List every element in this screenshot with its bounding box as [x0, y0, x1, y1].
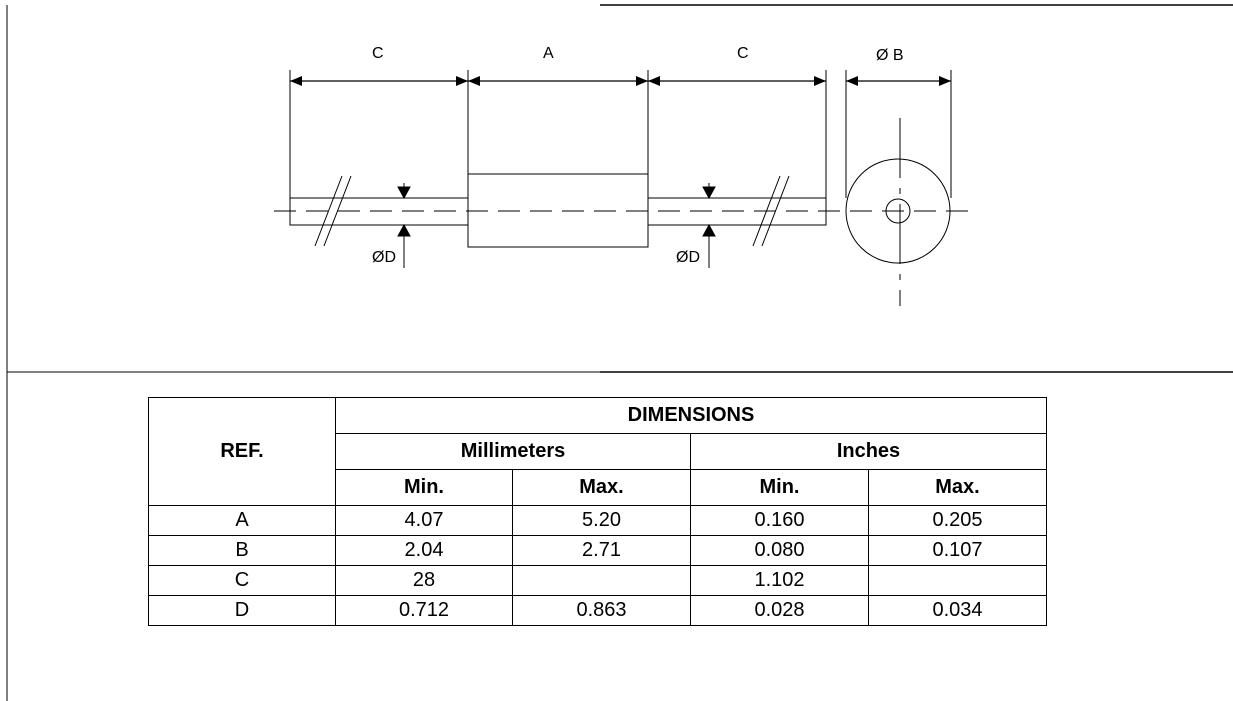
arrowhead [456, 76, 468, 86]
label-b: Ø B [876, 47, 904, 64]
label-c-right: C [737, 45, 749, 62]
break-mark [314, 175, 343, 247]
ref-cell: B [148, 535, 336, 566]
arrowhead [290, 76, 302, 86]
inches-header: Inches [690, 433, 1047, 470]
mm-min-cell: 4.07 [335, 505, 513, 536]
end-view-lead-circle [885, 198, 911, 224]
end-view-outer-circle [845, 158, 951, 264]
ref-cell: D [148, 595, 336, 626]
in-max-cell [868, 565, 1047, 596]
dimensions-table: REF. DIMENSIONS Millimeters Inches Min. … [148, 397, 1047, 626]
mm-max-cell: 0.863 [512, 595, 691, 626]
ref-cell: A [148, 505, 336, 536]
in-min-cell: 0.028 [690, 595, 869, 626]
table-subheader-row: Min. Max. Min. Max. [149, 469, 1047, 506]
millimeters-header: Millimeters [335, 433, 691, 470]
break-mark [323, 175, 352, 247]
in-max-cell: 0.034 [868, 595, 1047, 626]
label-d-left: ØD [372, 249, 396, 266]
arrowhead [397, 186, 411, 200]
in-max-cell: 0.205 [868, 505, 1047, 536]
ref-header: REF. [148, 397, 336, 506]
ref-cell: C [148, 565, 336, 596]
arrowhead [814, 76, 826, 86]
arrowhead [939, 76, 951, 86]
label-c-left: C [372, 45, 384, 62]
arrowhead [648, 76, 660, 86]
arrowhead [702, 223, 716, 237]
mm-min-header: Min. [335, 469, 513, 506]
mm-max-cell: 5.20 [512, 505, 691, 536]
in-min-cell: 0.160 [690, 505, 869, 536]
table-row: B 2.04 2.71 0.080 0.107 [148, 535, 1047, 566]
label-a: A [543, 45, 554, 62]
table-header-row: REF. DIMENSIONS [148, 397, 1047, 506]
arrowhead [636, 76, 648, 86]
arrowhead [397, 223, 411, 237]
in-min-cell: 1.102 [690, 565, 869, 596]
table-row: A 4.07 5.20 0.160 0.205 [148, 505, 1047, 536]
arrowhead [702, 186, 716, 200]
mm-max-cell: 2.71 [512, 535, 691, 566]
dimensions-title: DIMENSIONS [335, 397, 1047, 434]
mm-min-cell: 2.04 [335, 535, 513, 566]
in-max-cell: 0.107 [868, 535, 1047, 566]
in-min-header: Min. [690, 469, 869, 506]
component-body [467, 173, 649, 248]
mm-max-cell [512, 565, 691, 596]
in-max-header: Max. [868, 469, 1047, 506]
mm-min-cell: 28 [335, 565, 513, 596]
arrowhead [846, 76, 858, 86]
label-d-right: ØD [676, 249, 700, 266]
table-row: D 0.712 0.863 0.028 0.034 [148, 595, 1047, 626]
in-min-cell: 0.080 [690, 535, 869, 566]
table-row: C 28 1.102 [148, 565, 1047, 596]
mm-min-cell: 0.712 [335, 595, 513, 626]
arrowhead [468, 76, 480, 86]
mm-max-header: Max. [512, 469, 691, 506]
